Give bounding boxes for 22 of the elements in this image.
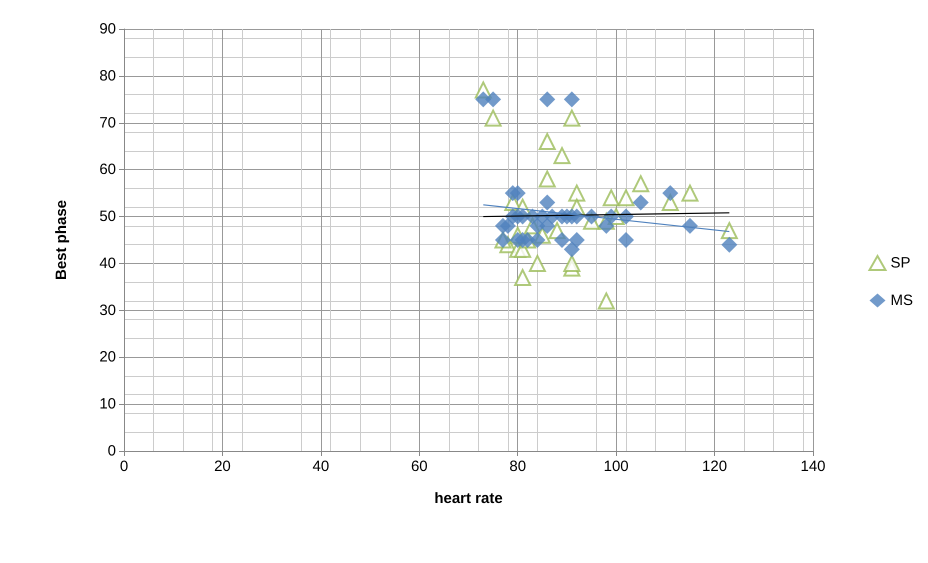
x-tick-label: 140 xyxy=(800,458,826,475)
x-tick-label: 0 xyxy=(120,458,128,475)
x-tick-label: 60 xyxy=(410,458,428,475)
y-tick-label: 10 xyxy=(99,396,116,413)
y-tick-label: 30 xyxy=(99,302,116,319)
y-tick-label: 40 xyxy=(99,254,116,272)
x-tick-label: 80 xyxy=(509,458,526,475)
y-tick-label: 90 xyxy=(99,20,116,38)
y-axis-title: Best phase xyxy=(53,200,70,280)
legend-label: SP xyxy=(890,254,911,272)
x-tick-label: 40 xyxy=(312,458,330,475)
y-tick-label: 60 xyxy=(99,161,116,178)
x-tick-label: 20 xyxy=(214,458,231,475)
y-tick-label: 70 xyxy=(99,114,116,132)
y-tick-label: 0 xyxy=(108,442,116,460)
x-tick-label: 100 xyxy=(604,458,629,475)
y-tick-label: 20 xyxy=(99,348,116,366)
legend-label: MS xyxy=(890,292,913,309)
y-tick-label: 80 xyxy=(99,67,116,84)
x-axis-title: heart rate xyxy=(434,490,503,507)
y-tick-label: 50 xyxy=(99,208,116,226)
x-tick-label: 120 xyxy=(702,458,728,475)
